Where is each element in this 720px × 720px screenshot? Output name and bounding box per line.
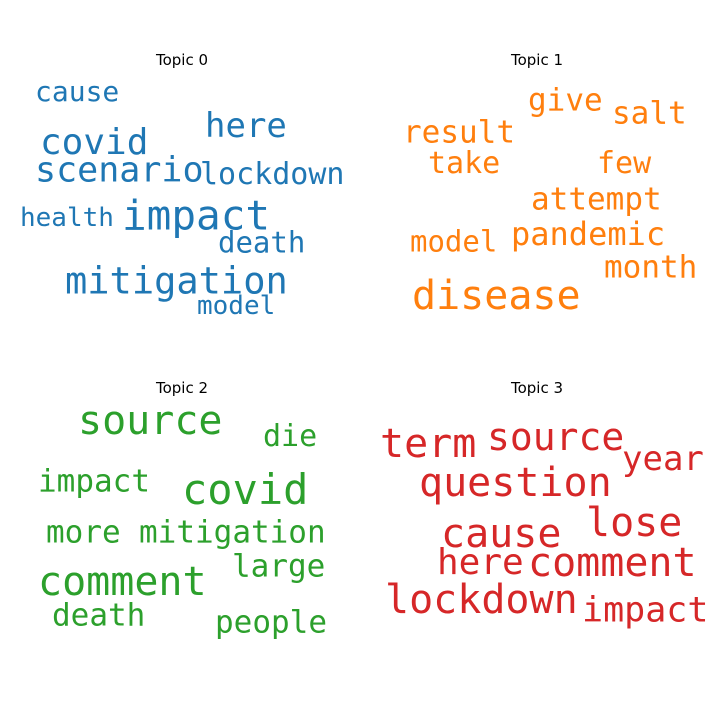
word-comment: comment — [528, 540, 697, 586]
panel-title: Topic 3 — [510, 379, 564, 397]
word-source: source — [487, 415, 625, 459]
word-covid: covid — [182, 465, 309, 514]
word-people: people — [215, 604, 327, 641]
word-pandemic: pandemic — [511, 215, 666, 253]
word-impact: impact — [38, 463, 150, 500]
word-large: large — [232, 548, 326, 585]
word-few: few — [597, 146, 652, 181]
word-impact: impact — [582, 590, 709, 631]
word-attempt: attempt — [531, 181, 662, 218]
word-give: give — [528, 82, 603, 119]
word-month: month — [604, 249, 698, 286]
word-here: here — [437, 542, 524, 583]
word-mitigation: mitigation — [65, 259, 288, 303]
panel-title: Topic 1 — [510, 51, 564, 69]
word-cause: cause — [441, 511, 562, 557]
word-covid: covid — [40, 122, 149, 163]
word-lockdown: lockdown — [200, 157, 345, 192]
word-mitigation: mitigation — [139, 514, 326, 551]
word-comment: comment — [38, 559, 207, 605]
word-model: model — [410, 224, 498, 259]
word-lockdown: lockdown — [385, 577, 578, 623]
word-source: source — [78, 398, 223, 444]
word-more: more — [46, 514, 121, 551]
word-here: here — [205, 106, 287, 146]
word-die: die — [263, 419, 318, 454]
word-lose: lose — [586, 500, 683, 546]
word-question: question — [419, 460, 612, 506]
word-disease: disease — [412, 273, 581, 319]
word-death: death — [218, 225, 306, 260]
word-cause: cause — [35, 75, 120, 108]
word-health: health — [20, 203, 114, 233]
word-model: model — [197, 291, 276, 321]
panel-title: Topic 0 — [155, 51, 209, 69]
word-year: year — [622, 439, 704, 479]
word-impact: impact — [122, 191, 271, 240]
word-take: take — [428, 146, 501, 181]
word-term: term — [380, 421, 477, 467]
word-salt: salt — [612, 95, 687, 132]
panel-title: Topic 2 — [155, 379, 209, 397]
word-result: result — [403, 114, 515, 151]
word-death: death — [52, 597, 146, 634]
word-scenario: scenario — [35, 150, 204, 191]
